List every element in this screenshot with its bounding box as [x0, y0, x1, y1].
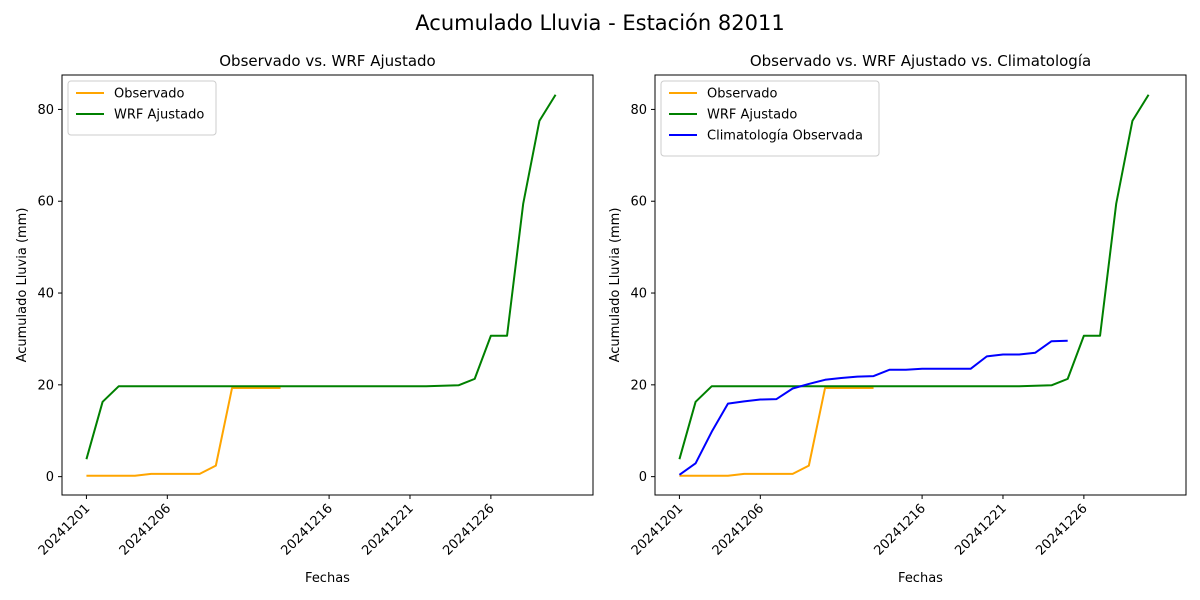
legend-label: Climatología Observada	[707, 129, 863, 144]
y-tick-label: 40	[630, 287, 647, 302]
y-tick-label: 40	[37, 287, 54, 302]
legend-label: Observado	[707, 87, 778, 102]
legend: Observado WRF Ajustado	[67, 80, 217, 136]
x-tick-label: 20241201	[36, 501, 93, 558]
y-tick-label: 0	[46, 470, 54, 485]
y-tick-label: 80	[37, 103, 54, 118]
x-tick-label: 20241201	[629, 501, 686, 558]
y-tick-label: 0	[639, 470, 647, 485]
figure-suptitle: Acumulado Lluvia - Estación 82011	[415, 11, 784, 35]
x-tick-label: 20241226	[1033, 501, 1090, 558]
legend: Observado WRF Ajustado Climatología Observ…	[660, 80, 880, 157]
chart-1: Observado vs. WRF Ajustado 0 20 40 60 80 20241…	[15, 52, 594, 586]
series-line-climatolog-a-observada	[678, 339, 1068, 476]
legend-label: WRF Ajustado	[114, 108, 204, 123]
chart-2: Observado vs. WRF Ajustado vs. Climatolo…	[608, 52, 1187, 586]
y-axis-label: Acumulado Lluvia (mm)	[15, 208, 30, 363]
chart-title: Observado vs. WRF Ajustado vs. Climatolo…	[750, 52, 1091, 70]
x-tick-label: 20241221	[359, 501, 416, 558]
legend-label: WRF Ajustado	[707, 108, 797, 123]
series-line-wrf-ajustado	[85, 94, 557, 460]
y-tick-label: 80	[630, 103, 647, 118]
series-line-wrf-ajustado	[678, 94, 1150, 460]
x-tick-label: 20241216	[279, 501, 336, 558]
y-tick-label: 60	[37, 195, 54, 210]
chart-title: Observado vs. WRF Ajustado	[219, 52, 435, 70]
x-tick-label: 20241226	[440, 501, 497, 558]
legend-box	[67, 80, 217, 136]
y-tick-label: 20	[37, 378, 54, 393]
axes-frame	[654, 74, 1187, 496]
y-axis-label: Acumulado Lluvia (mm)	[608, 208, 623, 363]
y-tick-label: 60	[630, 195, 647, 210]
x-tick-label: 20241206	[117, 501, 174, 558]
axes-frame	[61, 74, 594, 496]
x-tick-label: 20241206	[710, 501, 767, 558]
x-axis-label: Fechas	[898, 571, 943, 586]
series-line-observado	[86, 387, 281, 477]
legend-label: Observado	[114, 87, 185, 102]
x-tick-label: 20241216	[872, 501, 929, 558]
y-tick-label: 20	[630, 378, 647, 393]
x-tick-label: 20241221	[952, 501, 1009, 558]
series-line-observado	[679, 387, 874, 477]
x-axis-label: Fechas	[305, 571, 350, 586]
legend-box	[660, 80, 880, 157]
